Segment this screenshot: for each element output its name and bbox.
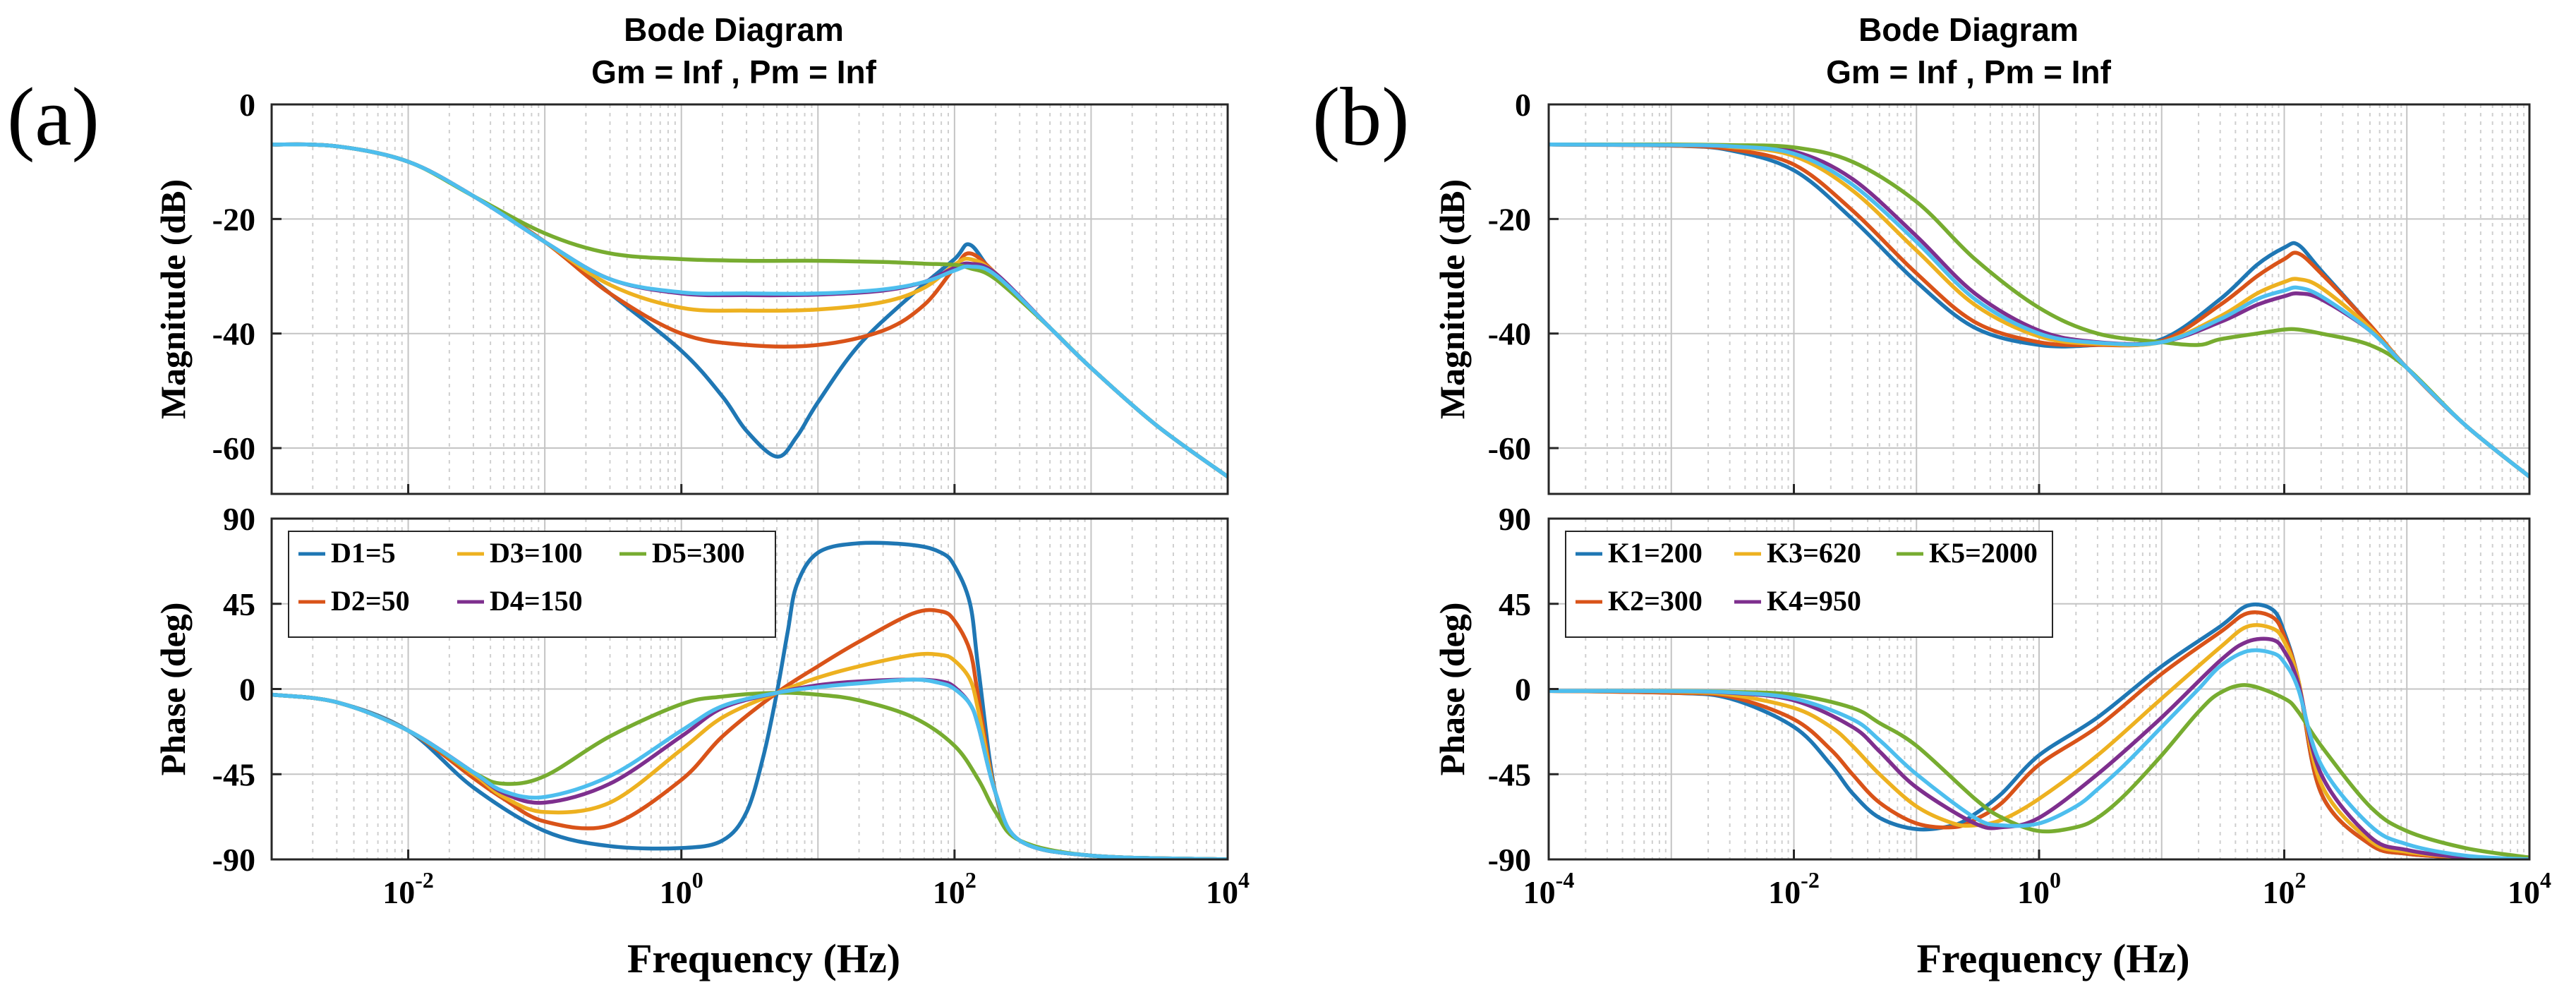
panel-label: (b) xyxy=(1312,71,1410,163)
chart-subtitle: Gm = Inf , Pm = Inf xyxy=(1826,54,2112,90)
series-line-k5-2000 xyxy=(1549,683,2529,859)
phase-axes: 90 45 0 -45 -90 Phase (deg) 10-4 10-2 100 102 104 K… xyxy=(1432,501,2551,910)
y-tick-label: -90 xyxy=(1488,842,1531,878)
x-tick-label: 10-2 xyxy=(382,867,434,910)
y-tick-label: -60 xyxy=(1488,430,1531,466)
legend-item: K5=2000 xyxy=(1929,537,2038,569)
y-axis-label: Phase (deg) xyxy=(153,603,193,776)
magnitude-axes: 0 -20 -40 -60 Magnitude (dB) xyxy=(1432,87,2531,495)
x-tick-label: 10-4 xyxy=(1523,867,1575,910)
y-tick-label: 90 xyxy=(223,501,255,537)
y-axis-label: Magnitude (dB) xyxy=(153,179,193,419)
legend-box xyxy=(1565,531,2053,638)
x-axis-label: Frequency (Hz) xyxy=(1916,936,2189,981)
axes-box xyxy=(270,103,1229,495)
legend-item: D3=100 xyxy=(490,537,583,569)
panel-label: (a) xyxy=(7,71,99,163)
y-tick-label: -60 xyxy=(212,430,255,466)
series-line-extra xyxy=(1549,648,2529,859)
y-tick-label: -45 xyxy=(212,756,255,792)
x-axis-label: Frequency (Hz) xyxy=(627,936,900,981)
y-tick-label: -20 xyxy=(1488,201,1531,237)
y-tick-label: -40 xyxy=(212,316,255,352)
series-lines xyxy=(272,142,1228,479)
legend: D1=5 D3=100 D5=300 D2=50 D4=150 xyxy=(288,531,776,638)
y-tick-label: 45 xyxy=(1499,586,1531,622)
y-tick-label: 0 xyxy=(239,672,255,708)
series-lines xyxy=(1549,602,2529,859)
series-lines xyxy=(272,540,1228,859)
y-tick-label: 0 xyxy=(1515,87,1531,123)
legend-item: D5=300 xyxy=(652,537,745,569)
y-tick-label: 0 xyxy=(239,87,255,123)
y-axis-label: Magnitude (dB) xyxy=(1432,179,1472,419)
y-tick-label: -20 xyxy=(212,201,255,237)
legend: K1=200 K3=620 K5=2000 K2=300 K4=950 xyxy=(1565,531,2053,638)
chart-title: Bode Diagram xyxy=(1858,11,2079,48)
legend-item: D1=5 xyxy=(331,537,396,569)
grid xyxy=(1548,104,2529,494)
x-tick-label: 100 xyxy=(2017,867,2061,910)
series-lines xyxy=(1549,143,2529,479)
series-line-k3-620 xyxy=(1549,623,2529,859)
legend-item: D2=50 xyxy=(331,585,410,617)
legend-item: K1=200 xyxy=(1608,537,1703,569)
x-tick-label: 10-2 xyxy=(1768,867,1820,910)
x-tick-label: 102 xyxy=(933,867,976,910)
y-axis-label: Phase (deg) xyxy=(1432,603,1472,776)
x-tick-label: 100 xyxy=(660,867,703,910)
panel-b: (b) Bode Diagram Gm = Inf , Pm = Inf 0 -20 -4… xyxy=(1312,11,2551,981)
series-line-extra xyxy=(1549,143,2529,479)
y-tick-label: -45 xyxy=(1488,756,1531,792)
panel-a: (a) Bode Diagram Gm = Inf , Pm = Inf 0 -20 -4… xyxy=(7,11,1250,981)
y-tick-label: -90 xyxy=(212,842,255,878)
series-line-extra xyxy=(272,142,1228,479)
y-tick-label: 0 xyxy=(1515,672,1531,708)
series-line-k5-2000 xyxy=(1549,143,2529,479)
magnitude-axes: 0 -20 -40 -60 Magnitude (dB) xyxy=(153,87,1229,495)
legend-item: K2=300 xyxy=(1608,585,1703,617)
legend-item: D4=150 xyxy=(490,585,583,617)
x-tick-label: 104 xyxy=(2508,867,2551,910)
chart-subtitle: Gm = Inf , Pm = Inf xyxy=(591,54,877,90)
legend-item: K4=950 xyxy=(1767,585,1861,617)
y-tick-label: -40 xyxy=(1488,316,1531,352)
y-tick-label: 45 xyxy=(223,586,255,622)
chart-title: Bode Diagram xyxy=(624,11,844,48)
legend-box xyxy=(288,531,776,638)
legend-item: K3=620 xyxy=(1767,537,1861,569)
series-line-extra xyxy=(272,677,1228,859)
y-tick-label: 90 xyxy=(1499,501,1531,537)
x-tick-label: 102 xyxy=(2263,867,2306,910)
series-line-k2-300 xyxy=(1549,610,2529,859)
x-tick-label: 104 xyxy=(1206,867,1250,910)
